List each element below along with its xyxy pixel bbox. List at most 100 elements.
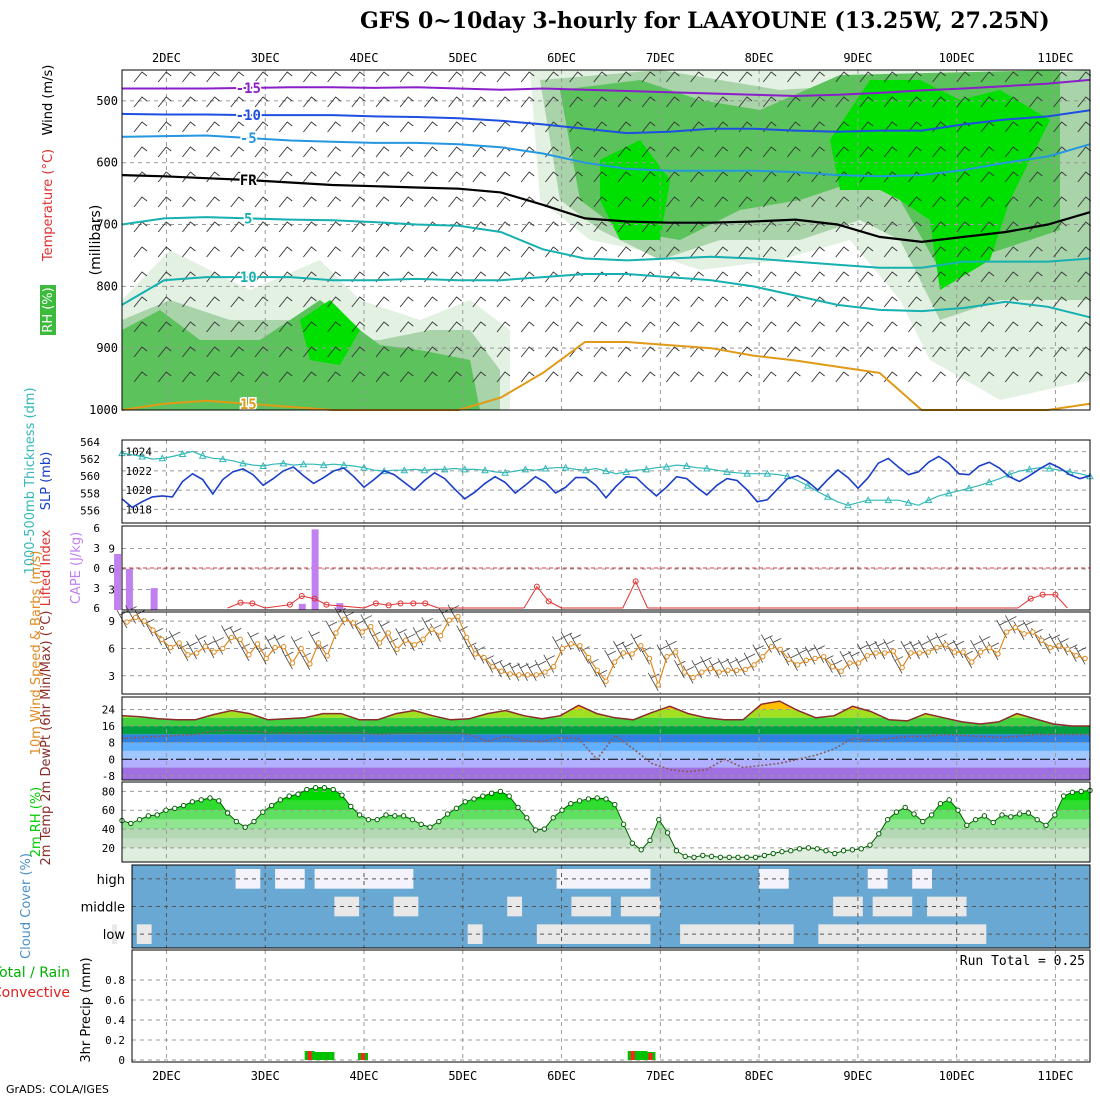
wind-barb: [254, 221, 269, 233]
wind-barb: [230, 96, 245, 108]
wind-barb-10m: [708, 659, 721, 679]
wind-barb: [520, 96, 535, 108]
wind-barb-10m: [264, 635, 277, 654]
rh2m-point: [339, 792, 345, 798]
wind-barb: [738, 321, 753, 333]
wind-barb: [811, 246, 825, 258]
wind-speed-point: [1056, 643, 1062, 649]
wind-speed-point: [542, 669, 548, 675]
wind-barb: [399, 296, 414, 308]
wind-barb: [690, 96, 704, 108]
wind-speed-point: [429, 626, 435, 633]
thickness-point: [965, 484, 973, 492]
wind-barb: [690, 171, 704, 183]
wind-barb: [424, 171, 438, 183]
wind-barb: [1029, 371, 1043, 383]
wind-barb: [787, 146, 801, 158]
wind-barb: [908, 246, 922, 258]
wind-barb: [206, 71, 220, 83]
wind-speed-point: [228, 634, 235, 641]
wind-barb: [206, 271, 220, 283]
wind-barb: [496, 371, 511, 383]
wind-speed-point: [176, 640, 182, 646]
wind-barb: [327, 71, 341, 83]
wind-barb: [1004, 121, 1019, 133]
wind-speed-point: [786, 656, 792, 663]
wind-barb: [399, 196, 414, 208]
panel-cloud-cover: high middle low: [81, 864, 1091, 949]
cloud-low-block: [467, 924, 483, 944]
lifted-index-line: [1017, 594, 1068, 609]
wind-speed-point: [951, 649, 958, 655]
x-tick-bottom-5DEC: 5DEC: [448, 1069, 477, 1083]
wind-barb: [956, 221, 971, 233]
x-tick-bottom-9DEC: 9DEC: [843, 1069, 872, 1083]
wind-barb: [787, 296, 801, 308]
wind-barb: [351, 96, 366, 108]
rh2m-point: [691, 854, 697, 860]
wind-barb-10m: [761, 634, 773, 653]
wind-barb: [617, 196, 632, 208]
thickness-point: [178, 449, 187, 457]
panel2-frame: [121, 439, 1091, 524]
wind-barb: [133, 371, 148, 383]
wind-barb: [133, 321, 148, 333]
y-tick-precip-0.6: 0.6: [105, 994, 125, 1007]
wind-barb: [545, 171, 559, 183]
temp-band: [122, 767, 1090, 780]
wind-speed-point: [455, 613, 461, 620]
wind-barb: [375, 296, 390, 308]
wind-barb: [956, 296, 971, 308]
wind-barb: [883, 221, 898, 233]
wind-speed-point: [568, 641, 574, 647]
wind-barb: [399, 321, 414, 333]
wind-barb: [1053, 296, 1067, 308]
wind-barb: [182, 296, 196, 308]
rh2m-point: [1078, 788, 1084, 795]
wind-speed-point: [507, 671, 513, 677]
wind-barb: [206, 121, 220, 133]
thickness-point: [420, 466, 429, 474]
thickness-point: [985, 478, 994, 486]
wind-speed-point: [620, 650, 627, 656]
rh2m-point: [286, 793, 292, 799]
y-tick-cloud-middle: middle: [81, 901, 125, 916]
rh2m-point: [541, 826, 548, 832]
rh2m-point: [409, 816, 416, 823]
wind-barb: [1029, 121, 1043, 133]
wind-barb: [980, 171, 995, 183]
wind-barb: [448, 71, 462, 83]
wind-barb-10m: [421, 617, 433, 636]
wind-barb: [859, 246, 874, 258]
wind-speed-point: [725, 667, 731, 674]
wind-barb: [811, 121, 825, 133]
rh-fill-90-c: [830, 80, 1050, 290]
wind-barb: [641, 196, 656, 208]
wind-barb: [617, 146, 632, 158]
wind-speed-point: [237, 636, 243, 643]
wind-speed-point: [498, 668, 505, 674]
wind-barb: [908, 121, 922, 133]
rh2m-point: [972, 816, 979, 823]
wind-speed-point: [472, 651, 479, 657]
rh2m-point: [1034, 816, 1040, 823]
wind-barb: [980, 221, 995, 233]
wind-barb: [472, 346, 487, 358]
wind-barb: [762, 321, 777, 333]
wind-barb: [1053, 71, 1067, 83]
rh2m-point: [849, 847, 856, 853]
wind-barb: [496, 96, 511, 108]
wind-barb: [399, 96, 414, 108]
wind-barb: [714, 171, 729, 183]
wind-barb: [569, 371, 583, 383]
wind-barb: [835, 121, 850, 133]
precip-conv-bar: [361, 1053, 366, 1060]
wind-barb: [1004, 271, 1019, 283]
wind-barb: [593, 171, 608, 183]
wind-barb: [1077, 96, 1092, 108]
lifted-index-point: [1039, 591, 1046, 598]
wind-barb-10m: [674, 659, 686, 679]
wind-barb-10m: [464, 641, 477, 661]
wind-barb: [883, 171, 898, 183]
